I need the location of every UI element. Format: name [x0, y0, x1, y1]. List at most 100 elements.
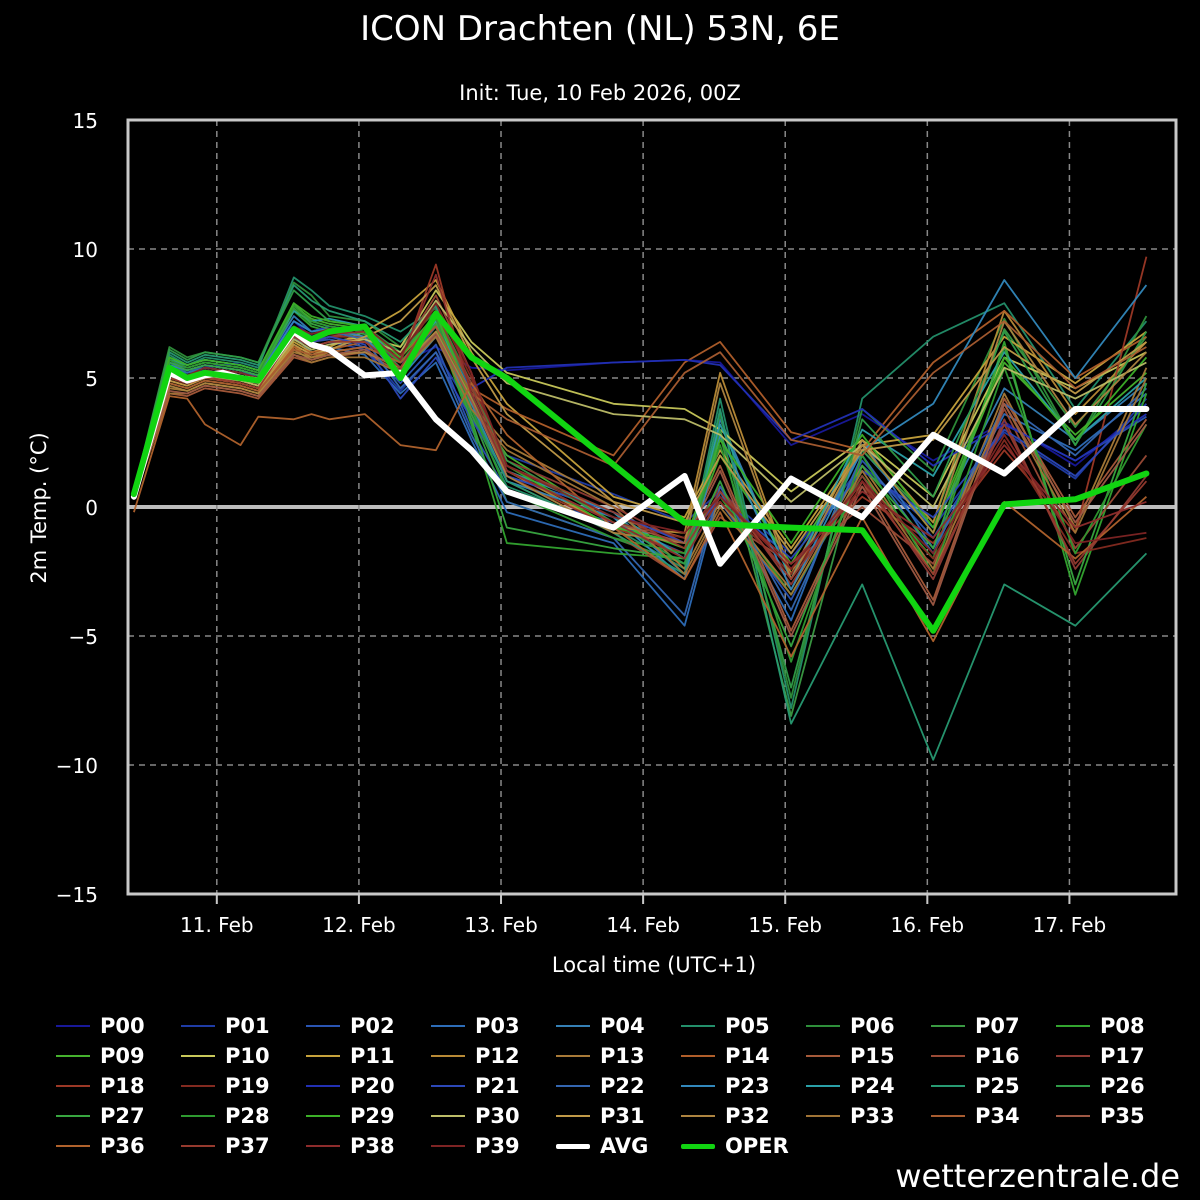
legend-item-p08: P08 [1056, 1011, 1145, 1041]
legend-item-p07: P07 [931, 1011, 1020, 1041]
legend-item-p15: P15 [806, 1041, 895, 1071]
x-tick-label: 15. Feb [748, 913, 822, 937]
legend-swatch [806, 1055, 840, 1057]
legend-item-p20: P20 [306, 1071, 395, 1101]
y-tick-label: −10 [56, 754, 98, 778]
legend-item-p18: P18 [56, 1071, 145, 1101]
series-line-oper [130, 310, 1150, 634]
y-axis-title: 2m Temp. (°C) [27, 432, 51, 583]
legend-swatch [1056, 1085, 1090, 1087]
legend-item-avg: AVG [556, 1131, 648, 1161]
legend-label: AVG [600, 1134, 649, 1158]
legend-swatch [56, 1025, 90, 1027]
legend-label: P36 [100, 1134, 145, 1158]
x-tick-label: 13. Feb [464, 913, 538, 937]
legend-item-p19: P19 [181, 1071, 270, 1101]
legend-swatch [681, 1143, 715, 1149]
legend-swatch [431, 1145, 465, 1147]
legend-swatch [56, 1115, 90, 1117]
legend-swatch [556, 1143, 590, 1149]
legend-item-p04: P04 [556, 1011, 645, 1041]
y-tick-label: 15 [73, 109, 98, 133]
legend-item-p26: P26 [1056, 1071, 1145, 1101]
y-tick-label: −15 [56, 883, 98, 907]
y-tick-label: 5 [85, 367, 98, 391]
legend-item-p30: P30 [431, 1101, 520, 1131]
legend-item-p31: P31 [556, 1101, 645, 1131]
legend-item-p10: P10 [181, 1041, 270, 1071]
legend-label: P34 [975, 1104, 1020, 1128]
series-line-p25 [133, 284, 1148, 761]
legend-item-p33: P33 [806, 1101, 895, 1131]
legend-label: P12 [475, 1044, 520, 1068]
axis-ticks: 15 10 5 0 −5 −10 −15 11. Feb 12. Feb 13. Feb 14. F… [56, 109, 1106, 937]
legend-item-p11: P11 [306, 1041, 395, 1071]
legend-item-p32: P32 [681, 1101, 770, 1131]
legend-label: P28 [225, 1104, 270, 1128]
x-tick-label: 14. Feb [606, 913, 680, 937]
legend-label: P08 [1100, 1014, 1145, 1038]
legend-label: P11 [350, 1044, 395, 1068]
y-tick-label: −5 [69, 625, 98, 649]
legend-item-p38: P38 [306, 1131, 395, 1161]
legend-swatch [931, 1085, 965, 1087]
legend-item-p01: P01 [181, 1011, 270, 1041]
legend-swatch [681, 1115, 715, 1117]
legend-label: P25 [975, 1074, 1020, 1098]
legend-label: P35 [1100, 1104, 1145, 1128]
legend-item-p36: P36 [56, 1131, 145, 1161]
legend-swatch [56, 1145, 90, 1147]
legend-swatch [306, 1085, 340, 1087]
legend-swatch [556, 1085, 590, 1087]
legend-item-p17: P17 [1056, 1041, 1145, 1071]
legend-label: P00 [100, 1014, 145, 1038]
legend-swatch [306, 1145, 340, 1147]
legend-item-p02: P02 [306, 1011, 395, 1041]
legend-label: P23 [725, 1074, 770, 1098]
legend-swatch [306, 1025, 340, 1027]
legend-swatch [431, 1025, 465, 1027]
legend-swatch [181, 1025, 215, 1027]
legend-swatch [931, 1025, 965, 1027]
legend-item-p28: P28 [181, 1101, 270, 1131]
legend-label: P09 [100, 1044, 145, 1068]
legend-swatch [181, 1115, 215, 1117]
legend-swatch [681, 1055, 715, 1057]
legend-item-p23: P23 [681, 1071, 770, 1101]
legend-label: P38 [350, 1134, 395, 1158]
legend-item-p00: P00 [56, 1011, 145, 1041]
legend-swatch [556, 1055, 590, 1057]
series-line-p34 [133, 320, 1147, 495]
legend-swatch [181, 1085, 215, 1087]
legend-swatch [681, 1085, 715, 1087]
legend-label: P01 [225, 1014, 270, 1038]
legend-swatch [431, 1055, 465, 1057]
legend-swatch [306, 1055, 340, 1057]
legend-item-p12: P12 [431, 1041, 520, 1071]
legend-label: P22 [600, 1074, 645, 1098]
legend-label: P21 [475, 1074, 520, 1098]
legend-swatch [931, 1055, 965, 1057]
legend-label: OPER [725, 1134, 789, 1158]
legend-label: P33 [850, 1104, 895, 1128]
legend-item-p24: P24 [806, 1071, 895, 1101]
legend-label: P26 [1100, 1074, 1145, 1098]
legend-swatch [556, 1115, 590, 1117]
legend-swatch [1056, 1115, 1090, 1117]
legend-label: P24 [850, 1074, 895, 1098]
legend-label: P31 [600, 1104, 645, 1128]
legend-item-p03: P03 [431, 1011, 520, 1041]
legend-swatch [806, 1085, 840, 1087]
legend-item-p06: P06 [806, 1011, 895, 1041]
legend-label: P02 [350, 1014, 395, 1038]
legend-label: P17 [1100, 1044, 1145, 1068]
y-tick-label: 10 [73, 238, 98, 262]
legend-item-p05: P05 [681, 1011, 770, 1041]
legend-label: P15 [850, 1044, 895, 1068]
legend-label: P07 [975, 1014, 1020, 1038]
legend-swatch [431, 1085, 465, 1087]
legend-swatch [181, 1055, 215, 1057]
legend-swatch [306, 1115, 340, 1117]
legend-label: P32 [725, 1104, 770, 1128]
